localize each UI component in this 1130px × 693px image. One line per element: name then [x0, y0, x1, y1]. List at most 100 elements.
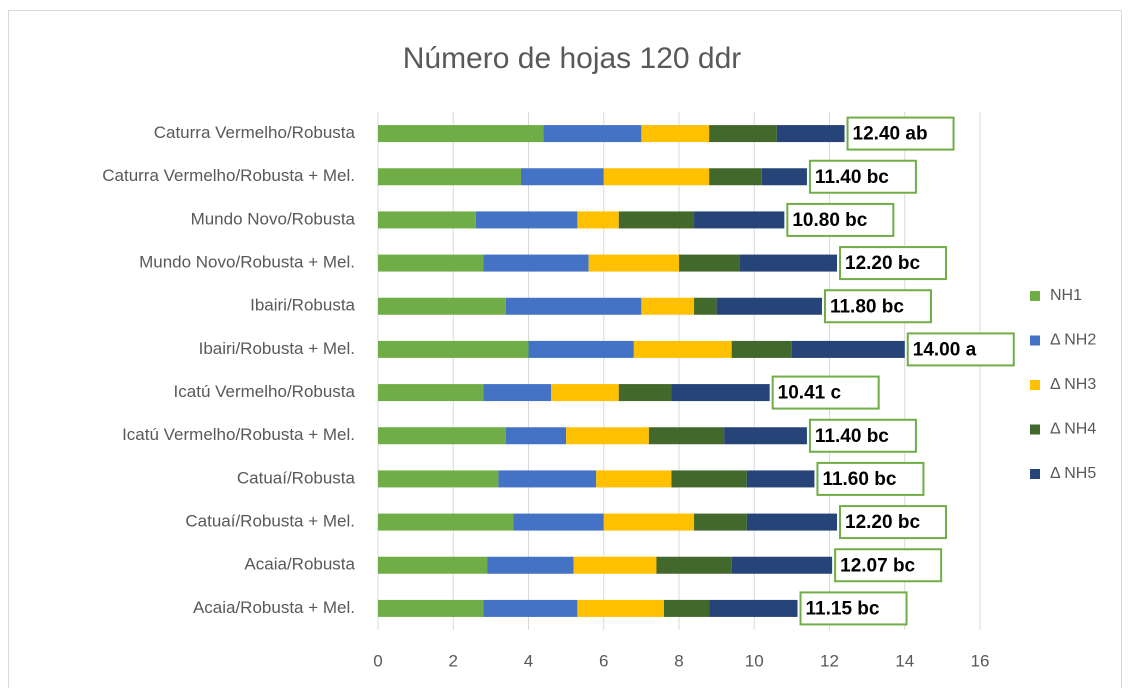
bar-segment — [596, 470, 672, 488]
x-tick-label: 10 — [745, 651, 764, 670]
bar-segment — [791, 340, 905, 358]
y-tick-label: Caturra Vermelho/Robusta + Mel. — [102, 166, 355, 185]
annotation: 11.15 bc — [806, 598, 880, 619]
legend-swatch — [1030, 424, 1040, 435]
bar-segment — [505, 427, 567, 445]
chart-title: Número de hojas 120 ddr — [403, 42, 742, 75]
legend-swatch — [1030, 335, 1040, 346]
legend-label: Δ NH3 — [1050, 376, 1096, 393]
bar-segment — [483, 599, 578, 617]
bar-segment — [618, 211, 695, 229]
annotation: 11.60 bc — [822, 469, 896, 490]
y-tick-label: Mundo Novo/Robusta + Mel. — [139, 253, 355, 272]
bar-segment — [543, 125, 642, 143]
bar-segment — [573, 556, 657, 574]
bar-segment — [378, 599, 484, 617]
annotation-box — [808, 418, 917, 453]
bar-segment — [648, 427, 725, 445]
bar-segment — [679, 254, 740, 272]
legend-label: Δ NH2 — [1050, 332, 1096, 349]
bar-segment — [663, 599, 710, 617]
bar-segment — [603, 513, 695, 531]
bar-segment — [716, 297, 822, 315]
legend-swatch — [1030, 291, 1040, 301]
bar-segment — [505, 297, 642, 315]
bar-segment — [498, 470, 597, 488]
bar-segment — [483, 254, 589, 272]
annotation-box — [786, 202, 895, 237]
bar-segment — [577, 599, 664, 617]
y-tick-label: Catuaí/Robusta — [237, 468, 356, 487]
bar-segment — [709, 168, 762, 186]
bar-segment — [378, 125, 544, 143]
y-tick-label: Icatú Vermelho/Robusta + Mel. — [122, 425, 355, 444]
annotation: 11.40 bc — [815, 426, 889, 447]
legend-label: NH1 — [1050, 287, 1082, 304]
bar-segment — [378, 384, 484, 402]
annotation: 10.80 bc — [792, 210, 867, 231]
annotation-box — [839, 246, 948, 281]
bar-segment — [641, 125, 710, 143]
annotation: 10.41 c — [778, 383, 842, 404]
legend-swatch — [1030, 469, 1040, 479]
annotation: 11.80 bc — [830, 296, 904, 317]
annotation-box — [906, 332, 1015, 367]
x-tick-label: 6 — [599, 651, 608, 670]
bar-segment — [577, 211, 619, 229]
bar-segment — [709, 125, 777, 143]
bar-segment — [378, 297, 506, 315]
bar-segment — [551, 384, 619, 402]
bar-segment — [618, 384, 672, 402]
x-tick-label: 16 — [971, 651, 990, 670]
bar-segment — [513, 513, 604, 531]
x-tick-label: 4 — [524, 651, 533, 670]
bar-segment — [483, 384, 552, 402]
y-tick-label: Acaia/Robusta — [244, 555, 355, 574]
legend-label: Δ NH5 — [1050, 465, 1096, 482]
bar-segment — [378, 556, 488, 574]
bar-segment — [378, 427, 506, 445]
bar-segment — [776, 125, 845, 143]
bar-segment — [603, 168, 710, 186]
y-tick-label: Caturra Vermelho/Robusta — [154, 123, 356, 142]
bar-segment — [731, 340, 792, 358]
annotation: 12.07 bc — [840, 555, 915, 576]
bar-segment — [694, 513, 747, 531]
annotation: 12.20 bc — [845, 253, 920, 274]
bar-segment — [694, 211, 785, 229]
y-tick-label: Icatú Vermelho/Robusta — [174, 382, 356, 401]
bar-segment — [475, 211, 578, 229]
bar-segment — [731, 556, 833, 574]
bar-segment — [739, 254, 838, 272]
annotation-box — [799, 591, 908, 626]
bar-segment — [487, 556, 574, 574]
bar-segment — [378, 254, 484, 272]
annotation: 12.20 bc — [845, 512, 920, 533]
x-tick-label: 8 — [674, 651, 683, 670]
bar-segment — [378, 211, 476, 229]
bar-segment — [761, 168, 807, 186]
y-tick-label: Mundo Novo/Robusta — [191, 209, 356, 228]
x-tick-label: 0 — [373, 651, 382, 670]
bar-segment — [633, 340, 732, 358]
y-tick-label: Catuaí/Robusta + Mel. — [185, 512, 355, 531]
bar-segment — [694, 297, 717, 315]
bar-segment — [671, 470, 747, 488]
bar-segment — [671, 384, 770, 402]
bar-segment — [566, 427, 649, 445]
y-tick-label: Ibairi/Robusta + Mel. — [199, 339, 355, 358]
bar-segment — [746, 470, 815, 488]
bar-segment — [656, 556, 732, 574]
y-tick-label: Ibairi/Robusta — [250, 296, 355, 315]
bar-segment — [378, 340, 529, 358]
annotation: 11.40 bc — [815, 167, 889, 188]
legend-label: Δ NH4 — [1050, 421, 1096, 438]
legend-swatch — [1030, 380, 1040, 390]
annotation: 14.00 a — [913, 339, 977, 360]
x-tick-label: 12 — [820, 651, 839, 670]
bar-segment — [520, 168, 604, 186]
bar-segment — [641, 297, 695, 315]
annotation-box — [771, 375, 880, 410]
bar-segment — [709, 599, 798, 617]
